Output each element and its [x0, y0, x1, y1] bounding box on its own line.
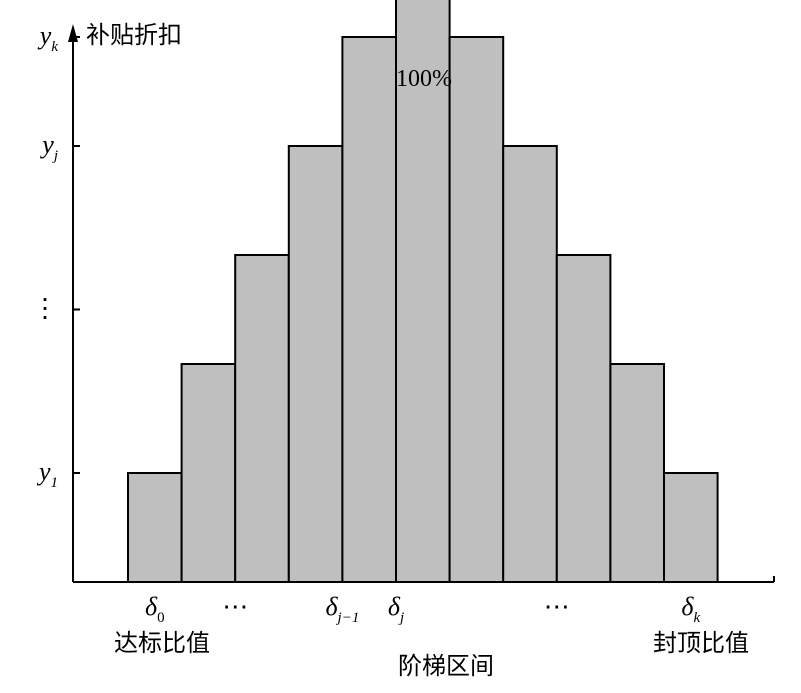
- x-tick-label-2: ⋯: [222, 592, 248, 621]
- x-tick-label-1: δ0: [145, 592, 165, 626]
- peak-label: 100%: [396, 66, 452, 92]
- y-tick-label-3: yj: [39, 130, 58, 164]
- y-tick-marks: [73, 36, 80, 474]
- bar-11: [663, 472, 719, 583]
- bar-10: [609, 363, 666, 583]
- bar-8: [502, 145, 558, 583]
- bar-1: [127, 472, 183, 583]
- y-tick-labels: y1 ⋮ yj yk: [32, 21, 58, 491]
- x-tick-label-3: δj−1: [325, 592, 359, 626]
- x-tick-label-4: δj: [388, 592, 404, 626]
- bar-9: [555, 254, 612, 583]
- y-axis-title: 补贴折扣: [86, 21, 182, 49]
- bar-6: [395, 0, 451, 584]
- bar-4: [287, 145, 344, 583]
- bars-group: [127, 0, 719, 584]
- x-tick-labels: δ0 ⋯ δj−1 δj ⋯ δk: [145, 592, 701, 626]
- bar-5: [341, 36, 397, 583]
- bar-2: [180, 363, 237, 583]
- x-tick-label-6: δk: [681, 592, 700, 626]
- annotation-right: 封顶比值: [653, 629, 749, 657]
- bar-3: [234, 254, 290, 583]
- bar-7: [448, 36, 505, 583]
- y-axis-arrow: [68, 24, 78, 42]
- annotation-left: 达标比值: [114, 629, 210, 657]
- x-tick-label-5: ⋯: [544, 592, 570, 621]
- y-tick-label-1: y1: [36, 457, 58, 491]
- x-axis-title: 阶梯区间: [398, 652, 494, 680]
- y-tick-label-2: ⋮: [32, 294, 58, 323]
- y-tick-label-4: yk: [37, 21, 59, 55]
